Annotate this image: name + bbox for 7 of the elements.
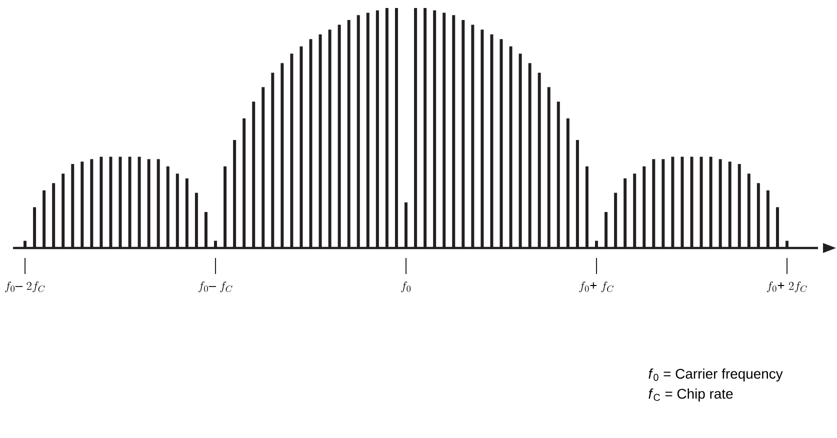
x-tick-label: $f_{0}$ bbox=[401, 281, 411, 292]
x-tick-label: $f_{0}\text{– }f_{C}$ bbox=[198, 281, 232, 292]
x-tick-label: $f_{0}\text{+ }f_{C}$ bbox=[579, 281, 614, 292]
x-tick-label: $f_{0}\text{+ }2f_{C}$ bbox=[766, 281, 807, 292]
text: f$_{C}$ = Chip rate bbox=[648, 388, 733, 402]
text: f$_{0}$ = Carrier frequency bbox=[648, 368, 783, 382]
x-tick-label: $f_{0}\text{– }2f_{C}$ bbox=[5, 281, 45, 292]
